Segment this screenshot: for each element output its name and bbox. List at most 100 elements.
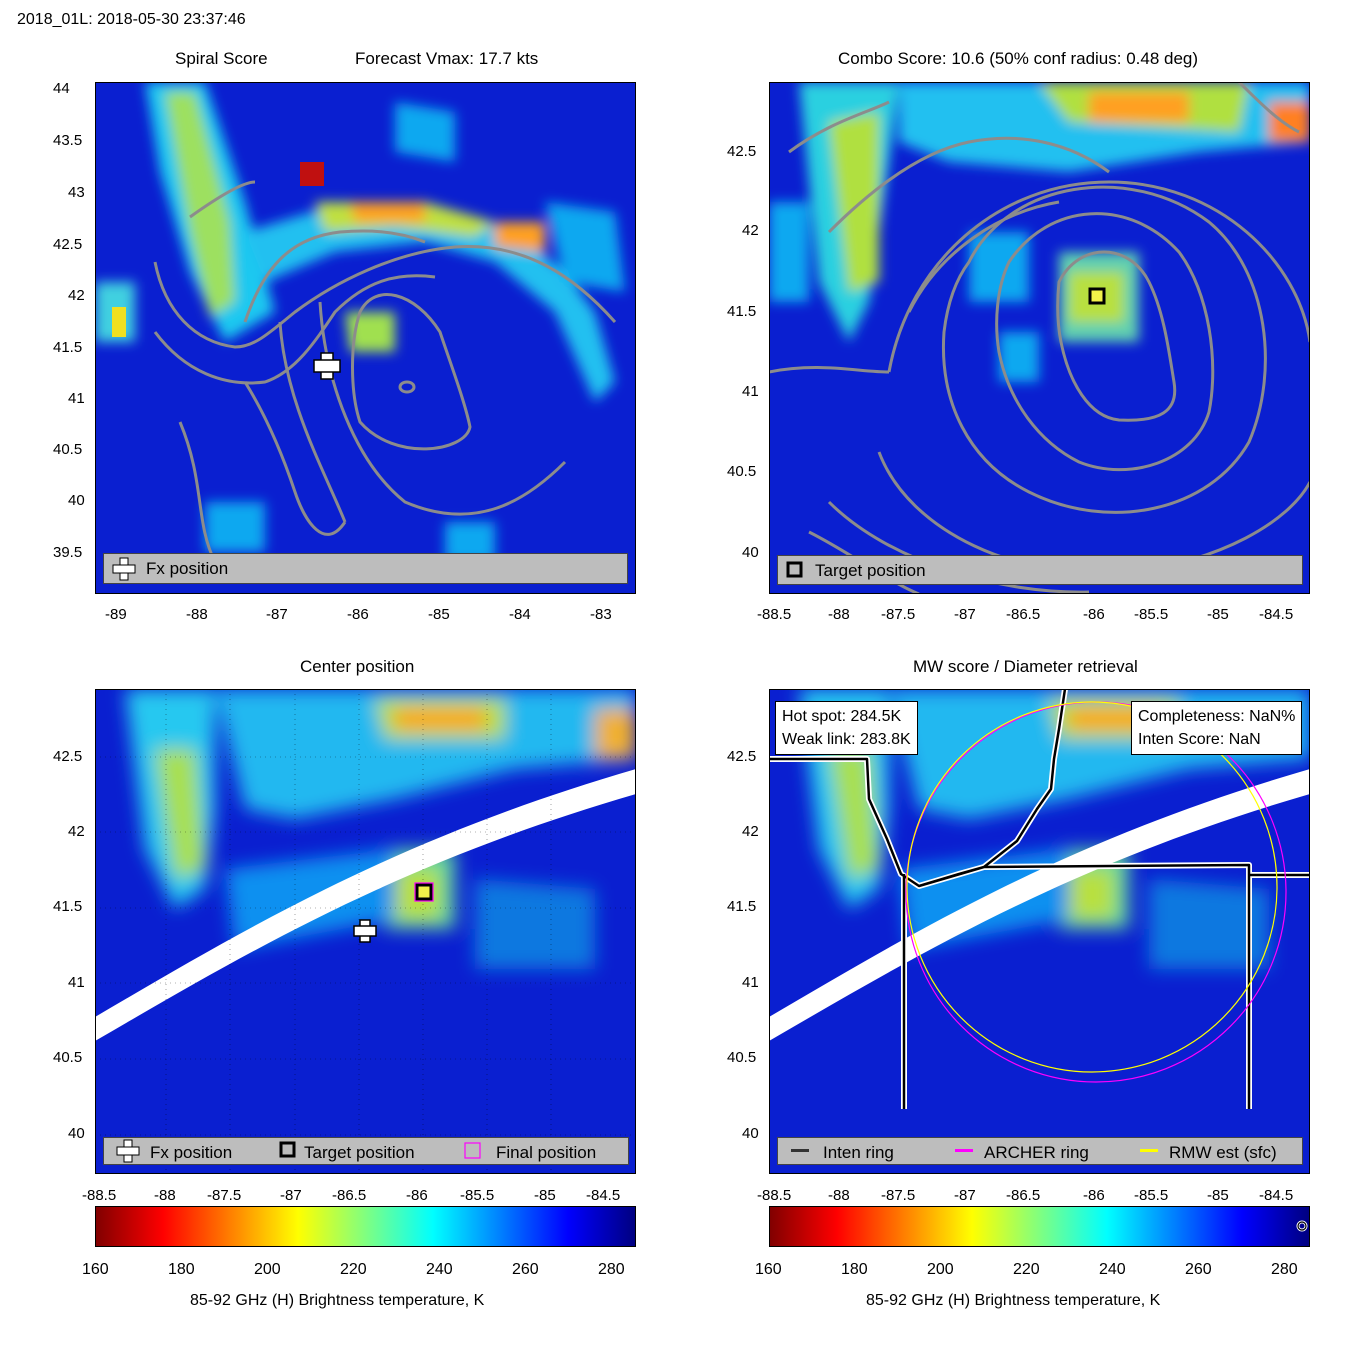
spiral-hotspot: [300, 162, 324, 186]
center-final-marker: [414, 882, 434, 902]
xtick: -88.5: [757, 606, 792, 623]
magenta-square-icon: [464, 1142, 481, 1159]
xtick: -84.5: [1259, 1187, 1294, 1204]
colorbar-label: 85-92 GHz (H) Brightness temperature, K: [866, 1292, 1161, 1309]
xtick: -85.5: [460, 1187, 495, 1204]
archer-ring-swatch: [955, 1149, 973, 1152]
ytick: 42.5: [53, 236, 83, 253]
combo-panel-title: Combo Score: 10.6 (50% conf radius: 0.48…: [838, 49, 1199, 68]
weak-link-label: Weak link: 283.8K: [782, 731, 911, 748]
ytick: 41.5: [53, 898, 83, 915]
ytick: 42: [68, 287, 85, 304]
ytick: 40: [68, 1125, 85, 1142]
inten-score-label: Inten Score: NaN: [1138, 731, 1261, 748]
spiral-score-plot: [95, 82, 636, 594]
square-marker-icon: [279, 1141, 296, 1158]
hot-spot-label: Hot spot: 284.5K: [782, 708, 902, 725]
legend-rmw-est: RMW est (sfc): [1169, 1143, 1277, 1162]
hotspot-info-box: Hot spot: 284.5K Weak link: 283.8K: [775, 701, 918, 755]
cbar-tick: 240: [426, 1261, 453, 1278]
legend-final-position: Final position: [496, 1143, 597, 1162]
xtick: -86.5: [1006, 1187, 1041, 1204]
ytick: 42.5: [53, 748, 83, 765]
ytick: 41: [742, 974, 759, 991]
xtick: -88: [186, 606, 208, 623]
xtick: -86: [406, 1187, 428, 1204]
figure-suptitle: 2018_01L: 2018-05-30 23:37:46: [17, 11, 246, 28]
cbar-tick: 280: [1271, 1261, 1298, 1278]
center-swath-gap: [95, 769, 636, 1041]
combo-legend: Target position: [777, 555, 1303, 585]
spiral-panel-title: Spiral Score: [175, 49, 268, 68]
xtick: -87.5: [207, 1187, 242, 1204]
legend-target-position: Target position: [304, 1143, 415, 1162]
combo-target-marker: [1088, 287, 1106, 305]
mw-score-plot: [769, 689, 1310, 1174]
completeness-info-box: Completeness: NaN% Inten Score: NaN: [1131, 701, 1303, 755]
ytick: 43: [68, 184, 85, 201]
xtick: -85: [428, 606, 450, 623]
forecast-vmax-label: Forecast Vmax: 17.7 kts: [355, 49, 539, 68]
xtick: -86: [347, 606, 369, 623]
xtick: -86.5: [1006, 606, 1041, 623]
center-legend: Fx position Target position Final positi…: [103, 1137, 629, 1165]
combo-score-plot: [769, 82, 1310, 594]
legend-fx-position: Fx position: [146, 559, 229, 578]
xtick: -87.5: [881, 606, 916, 623]
ytick: 40: [742, 544, 759, 561]
rmw-ring: [906, 701, 1278, 1073]
xtick: -85.5: [1134, 1187, 1169, 1204]
center-grid: [95, 689, 636, 1174]
xtick: -87: [954, 1187, 976, 1204]
cbar-tick: 200: [927, 1261, 954, 1278]
xtick: -85: [1207, 1187, 1229, 1204]
xtick: -86: [1083, 606, 1105, 623]
spiral-contours: [153, 180, 617, 563]
cbar-tick: 180: [841, 1261, 868, 1278]
xtick: -88: [828, 606, 850, 623]
ytick: 42: [742, 823, 759, 840]
xtick: -88: [154, 1187, 176, 1204]
ytick: 40.5: [727, 463, 757, 480]
cbar-tick: 240: [1099, 1261, 1126, 1278]
cbar-tick: 260: [1185, 1261, 1212, 1278]
ytick: 42: [68, 823, 85, 840]
cbar-tick: 160: [755, 1261, 782, 1278]
inten-ring: [769, 689, 1310, 1109]
xtick: -88: [828, 1187, 850, 1204]
completeness-label: Completeness: NaN%: [1138, 708, 1296, 725]
xtick: -87: [280, 1187, 302, 1204]
cbar-tick: 180: [168, 1261, 195, 1278]
xtick: -84.5: [1259, 606, 1294, 623]
center-target-marker: [415, 883, 433, 901]
legend-inten-ring: Inten ring: [823, 1143, 894, 1162]
center-panel-title: Center position: [300, 657, 415, 676]
plus-icon: [116, 1139, 140, 1163]
ytick: 39.5: [53, 544, 83, 561]
colorbar-right: [769, 1206, 1310, 1247]
ytick: 43.5: [53, 132, 83, 149]
xtick: -87.5: [881, 1187, 916, 1204]
xtick: -87: [266, 606, 288, 623]
mw-legend: Inten ring ARCHER ring RMW est (sfc): [777, 1137, 1303, 1165]
ytick: 41: [742, 383, 759, 400]
xtick: -88.5: [82, 1187, 117, 1204]
inten-ring-swatch: [791, 1149, 809, 1152]
ytick: 44: [53, 80, 70, 97]
legend-archer-ring: ARCHER ring: [984, 1143, 1089, 1162]
ytick: 41.5: [727, 898, 757, 915]
ytick: 40: [68, 492, 85, 509]
ytick: 40.5: [727, 1049, 757, 1066]
xtick: -85: [1207, 606, 1229, 623]
ytick: 42.5: [727, 748, 757, 765]
xtick: -85: [534, 1187, 556, 1204]
ytick: 41: [68, 974, 85, 991]
xtick: -84.5: [586, 1187, 621, 1204]
colorbar-label: 85-92 GHz (H) Brightness temperature, K: [190, 1292, 485, 1309]
cbar-tick: 200: [254, 1261, 281, 1278]
colorbar-left: [95, 1206, 636, 1247]
ytick: 41: [68, 390, 85, 407]
cbar-tick: 260: [512, 1261, 539, 1278]
spiral-fx-position-marker: [313, 352, 341, 380]
ytick: 42.5: [727, 143, 757, 160]
